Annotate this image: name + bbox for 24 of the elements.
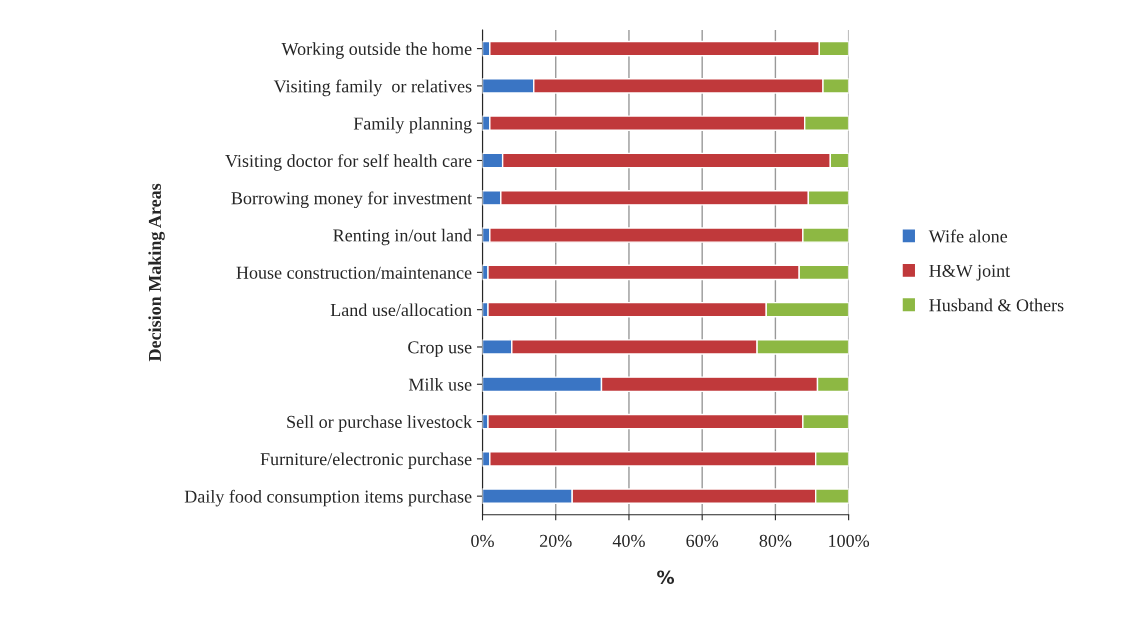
x-tick-label: 0% [471, 534, 494, 548]
y-tick-label: Working outside the home [281, 42, 472, 59]
y-tick-label: House construction/maintenance [236, 266, 472, 279]
y-tick-label: Crop use [408, 341, 472, 358]
y-tick-label: Milk use [408, 378, 472, 391]
legend-label: H&W joint [929, 264, 1011, 281]
x-axis-title: % [657, 570, 675, 585]
legend-label: Wife alone [928, 229, 1008, 243]
y-tick-label: Visiting doctor for self health care [225, 154, 472, 171]
y-tick-label: Furniture/electronic purchase [260, 452, 472, 469]
y-tick-label: Visiting family or relatives [273, 79, 472, 97]
y-tick-label: Family planning [353, 116, 472, 134]
y-tick-label: Land use/allocation [330, 303, 472, 317]
y-tick-label: Daily food consumption items purchase [184, 489, 472, 507]
y-axis-title: Decision Making Areas [148, 183, 165, 362]
y-tick-label: Renting in/out land [333, 228, 472, 246]
legend-label: Husband & Others [929, 298, 1064, 312]
x-tick-label: 60% [686, 534, 719, 548]
y-tick-label: Borrowing money for investment [231, 191, 472, 209]
y-tick-label: Sell or purchase livestock [287, 415, 473, 432]
x-tick-label: 100% [829, 534, 870, 548]
x-tick-label: 40% [612, 534, 645, 548]
x-tick-label: 20% [539, 534, 572, 548]
x-tick-label: 80% [759, 534, 792, 548]
